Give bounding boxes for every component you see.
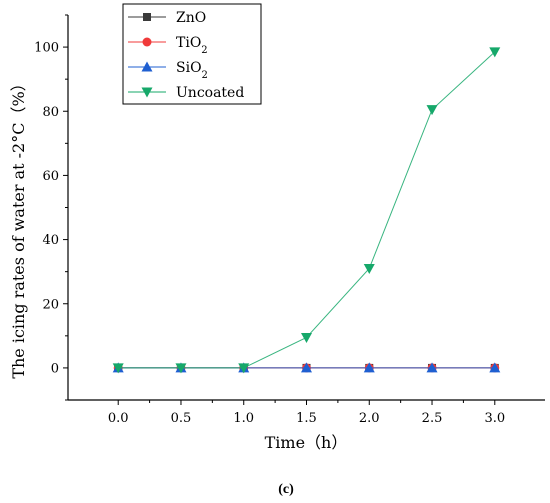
- legend-label: ZnO: [176, 10, 206, 26]
- y-ticks: 0 20 40 60 80 100: [34, 14, 68, 401]
- data-point: [489, 47, 501, 58]
- legend-item-zno: ZnO: [128, 10, 206, 26]
- x-tick-label: 1.0: [233, 411, 254, 426]
- y-tick-label: 20: [42, 297, 59, 312]
- y-tick-label: 60: [42, 169, 59, 184]
- data-point: [363, 362, 375, 373]
- y-tick-label: 80: [42, 105, 59, 120]
- legend-item-uncoated: Uncoated: [128, 85, 244, 101]
- data-point: [426, 105, 438, 116]
- legend-marker: [141, 87, 153, 98]
- x-tick-label: 0.0: [108, 411, 129, 426]
- data-point: [489, 362, 501, 373]
- legend-marker: [142, 37, 152, 47]
- x-tick-label: 3.0: [484, 411, 505, 426]
- x-axis-title: Time（h）: [265, 433, 348, 452]
- legend-marker: [141, 61, 153, 72]
- y-tick-label: 0: [51, 361, 59, 376]
- data-point: [301, 362, 312, 373]
- legend-item-sio2: SiO2: [128, 60, 208, 81]
- y-tick-label: 40: [42, 233, 59, 248]
- legend-label: Uncoated: [176, 85, 244, 101]
- x-tick-label: 1.5: [296, 411, 317, 426]
- legend-marker: [143, 13, 151, 21]
- series-uncoated: [112, 47, 501, 374]
- legend-item-tio2: TiO2: [128, 35, 208, 56]
- data-point: [426, 362, 438, 373]
- x-tick-label: 2.5: [422, 411, 443, 426]
- data-point: [301, 332, 312, 343]
- y-axis-title: The icing rates of water at -2°C（%）: [9, 75, 28, 378]
- legend-label: TiO2: [176, 35, 208, 56]
- data-point: [112, 363, 124, 374]
- panel-label: (c): [278, 482, 294, 497]
- legend-label: SiO2: [176, 60, 208, 81]
- x-ticks: 0.0 0.5 1.0 1.5 2.0 2.5 3.0: [108, 400, 505, 426]
- y-tick-label: 100: [34, 41, 59, 56]
- x-tick-label: 0.5: [171, 411, 192, 426]
- series-group: [112, 47, 501, 374]
- data-point: [175, 363, 187, 374]
- x-tick-label: 2.0: [359, 411, 380, 426]
- data-point: [238, 363, 250, 374]
- data-point: [363, 263, 375, 274]
- legend: ZnO TiO2 SiO2 Uncoated: [122, 3, 262, 105]
